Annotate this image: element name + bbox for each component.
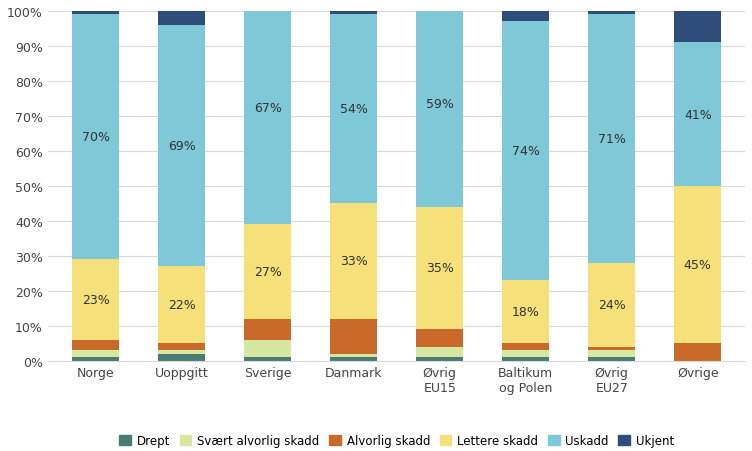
Text: 24%: 24% [598, 299, 626, 312]
Bar [588, 357, 635, 361]
Bar [244, 225, 291, 319]
Bar [502, 12, 550, 23]
Bar [158, 26, 205, 267]
Bar [330, 354, 378, 357]
Bar [72, 340, 120, 350]
Bar [416, 329, 463, 347]
Text: 71%: 71% [598, 133, 626, 146]
Text: 18%: 18% [512, 305, 540, 318]
Text: 70%: 70% [82, 131, 110, 144]
Bar [502, 357, 550, 361]
Bar [674, 12, 721, 43]
Text: 41%: 41% [684, 108, 711, 121]
Bar [244, 340, 291, 357]
Text: 45%: 45% [684, 258, 711, 272]
Bar [416, 0, 463, 1]
Bar [330, 204, 378, 319]
Text: 23%: 23% [82, 293, 110, 306]
Bar [674, 43, 721, 186]
Bar [158, 12, 205, 26]
Text: 33%: 33% [340, 255, 368, 268]
Bar [330, 319, 378, 354]
Text: 59%: 59% [426, 98, 453, 111]
Text: 35%: 35% [426, 262, 453, 275]
Bar [244, 357, 291, 361]
Bar [330, 357, 378, 361]
Bar [502, 23, 550, 281]
Bar [588, 12, 635, 15]
Bar [244, 0, 291, 225]
Text: 22%: 22% [168, 299, 196, 312]
Bar [416, 347, 463, 357]
Bar [72, 12, 120, 15]
Bar [588, 15, 635, 263]
Bar [416, 207, 463, 329]
Legend: Drept, Svært alvorlig skadd, Alvorlig skadd, Lettere skadd, Uskadd, Ukjent: Drept, Svært alvorlig skadd, Alvorlig sk… [114, 429, 679, 451]
Bar [502, 281, 550, 343]
Bar [416, 1, 463, 207]
Bar [330, 12, 378, 15]
Bar [674, 343, 721, 361]
Bar [588, 263, 635, 347]
Bar [588, 350, 635, 357]
Text: 67%: 67% [253, 101, 282, 115]
Bar [72, 260, 120, 340]
Bar [588, 347, 635, 350]
Text: 74%: 74% [512, 145, 540, 158]
Bar [502, 343, 550, 350]
Bar [158, 354, 205, 361]
Text: 69%: 69% [168, 140, 196, 153]
Bar [72, 357, 120, 361]
Bar [158, 343, 205, 350]
Bar [330, 15, 378, 204]
Text: 54%: 54% [340, 103, 368, 116]
Bar [674, 186, 721, 343]
Bar [72, 15, 120, 260]
Bar [416, 357, 463, 361]
Bar [244, 319, 291, 340]
Bar [158, 267, 205, 343]
Bar [502, 350, 550, 357]
Text: 27%: 27% [253, 265, 282, 278]
Bar [72, 350, 120, 357]
Bar [158, 350, 205, 354]
